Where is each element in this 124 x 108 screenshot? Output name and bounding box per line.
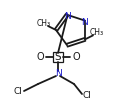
Text: Cl: Cl xyxy=(83,91,91,99)
Text: CH₃: CH₃ xyxy=(90,28,104,37)
Text: O: O xyxy=(72,52,80,62)
Text: O: O xyxy=(36,52,44,62)
Text: CH₃: CH₃ xyxy=(37,18,51,28)
FancyBboxPatch shape xyxy=(53,52,63,62)
Text: Cl: Cl xyxy=(14,87,22,97)
Text: S: S xyxy=(55,52,61,62)
Text: N: N xyxy=(81,18,88,27)
Text: N: N xyxy=(55,70,61,79)
Text: N: N xyxy=(64,12,71,21)
